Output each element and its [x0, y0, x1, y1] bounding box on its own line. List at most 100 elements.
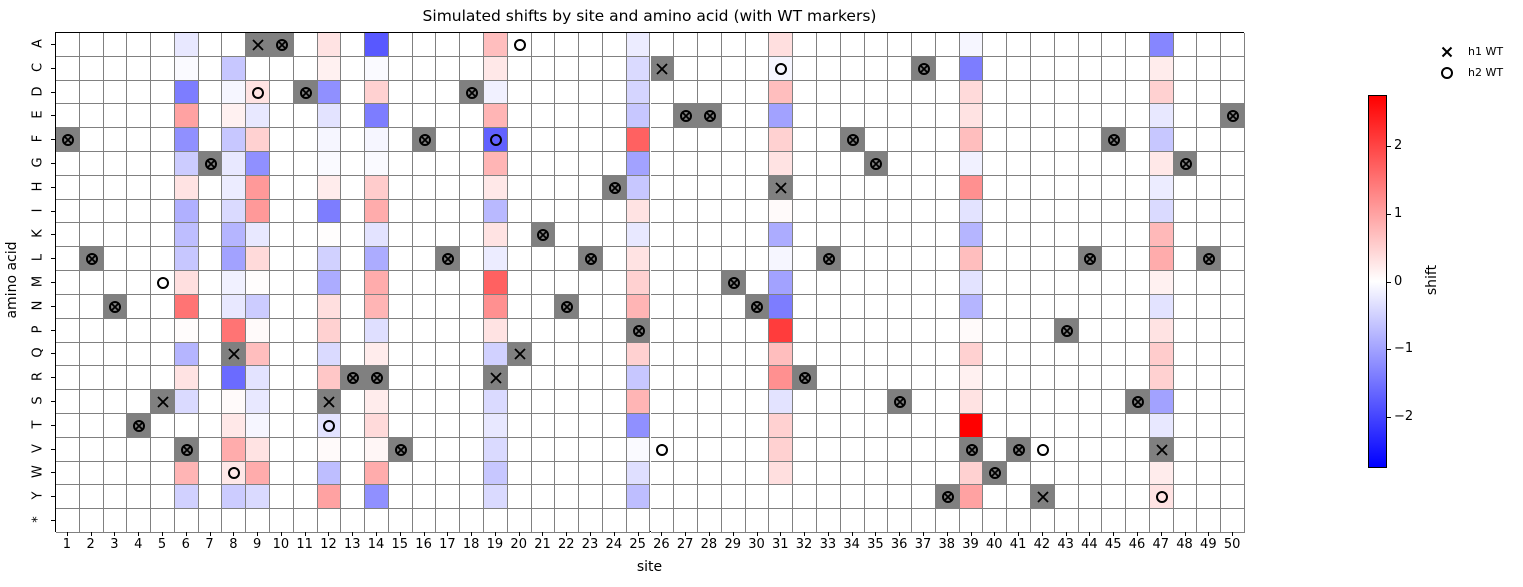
x-axis-label: site	[636, 559, 663, 575]
heatmap-cell	[674, 80, 699, 105]
heatmap-cell	[1102, 461, 1127, 486]
y-tick-label: Q	[30, 347, 46, 359]
heatmap-cell	[793, 390, 817, 414]
heatmap-cell	[769, 390, 794, 414]
heatmap-cell	[864, 318, 889, 343]
x-tick-label: 12	[320, 537, 337, 552]
heatmap-cell	[1197, 366, 1222, 391]
heatmap-cell	[864, 199, 889, 224]
h1-h2-wt-marker	[531, 223, 556, 248]
heatmap-cell	[1126, 294, 1150, 319]
heatmap-cell	[246, 247, 270, 272]
heatmap-cell	[1126, 175, 1150, 200]
heatmap-cell	[555, 485, 580, 510]
heatmap-cell	[745, 485, 770, 510]
heatmap-cell	[412, 152, 437, 176]
heatmap-cell	[270, 366, 294, 391]
y-tick-mark	[51, 258, 55, 260]
heatmap-cell	[983, 342, 1008, 367]
heatmap-cell	[555, 437, 580, 462]
x-tick-label: 8	[229, 537, 238, 552]
heatmap-cell	[1173, 413, 1198, 438]
heatmap-cell	[174, 509, 199, 533]
x-tick-label: 1	[62, 537, 72, 552]
x-tick-label: 9	[252, 537, 262, 552]
heatmap-cell	[1197, 80, 1222, 105]
heatmap-cell	[1078, 366, 1103, 391]
heatmap-cell	[674, 366, 699, 391]
heatmap-cell	[388, 247, 413, 272]
heatmap-cell	[317, 80, 342, 105]
heatmap-cell	[151, 509, 175, 533]
heatmap-cell	[602, 485, 627, 510]
heatmap-cell	[531, 152, 556, 176]
heatmap-cell	[1078, 485, 1103, 510]
heatmap-cell	[270, 461, 294, 486]
heatmap-cell	[174, 366, 199, 391]
heatmap-cell	[317, 152, 342, 176]
heatmap-cell	[1030, 247, 1055, 272]
heatmap-cell	[222, 271, 247, 295]
heatmap-cell	[793, 56, 817, 81]
heatmap-cell	[935, 342, 960, 367]
heatmap-cell	[507, 271, 532, 295]
h1-h2-wt-marker	[412, 128, 437, 153]
heatmap-cell	[56, 413, 80, 438]
heatmap-cell	[151, 271, 175, 295]
heatmap-cell	[531, 80, 556, 105]
heatmap-cell	[222, 223, 247, 248]
heatmap-cell	[912, 104, 936, 129]
heatmap-cell	[840, 318, 865, 343]
heatmap-cell	[412, 80, 437, 105]
heatmap-cell	[1126, 33, 1150, 57]
heatmap-cell	[388, 104, 413, 129]
heatmap-cell	[388, 199, 413, 224]
heatmap-cell	[174, 318, 199, 343]
heatmap-cell	[341, 437, 366, 462]
h1-h2-wt-marker	[341, 366, 366, 391]
heatmap-cell	[983, 366, 1008, 391]
heatmap-cell	[412, 509, 437, 533]
heatmap-cell	[1054, 390, 1079, 414]
h1-wt-marker	[317, 390, 342, 414]
heatmap-cell	[1126, 152, 1150, 176]
circle-marker-icon	[1438, 66, 1456, 80]
heatmap-cell	[174, 413, 199, 438]
x-tick-mark	[994, 532, 996, 536]
heatmap-cell	[460, 366, 485, 391]
heatmap-cell	[484, 271, 508, 295]
heatmap-cell	[317, 247, 342, 272]
heatmap-cell	[1149, 413, 1174, 438]
heatmap-cell	[864, 366, 889, 391]
heatmap-cell	[698, 485, 722, 510]
h1-h2-wt-marker	[959, 437, 984, 462]
heatmap-cell	[1173, 56, 1198, 81]
heatmap-cell	[174, 199, 199, 224]
y-tick-label: F	[30, 134, 46, 143]
heatmap-cell	[650, 247, 675, 272]
heatmap-cell	[436, 271, 461, 295]
y-tick-label: Y	[30, 491, 46, 500]
heatmap-cell	[1054, 461, 1079, 486]
heatmap-cell	[650, 175, 675, 200]
heatmap-cell	[1173, 318, 1198, 343]
heatmap-cell	[1007, 271, 1031, 295]
heatmap-cell	[484, 390, 508, 414]
heatmap-cell	[1102, 413, 1127, 438]
y-tick-mark	[51, 496, 55, 498]
heatmap-cell	[1102, 318, 1127, 343]
heatmap-cell	[103, 366, 128, 391]
h1-wt-marker	[246, 33, 270, 57]
heatmap-cell	[412, 318, 437, 343]
heatmap-cell	[769, 366, 794, 391]
heatmap-cell	[79, 437, 104, 462]
heatmap-cell	[745, 80, 770, 105]
heatmap-cell	[222, 247, 247, 272]
heatmap-cell	[555, 152, 580, 176]
heatmap-cell	[270, 175, 294, 200]
heatmap-cell	[246, 271, 270, 295]
heatmap-cell	[721, 152, 746, 176]
heatmap-cell	[222, 318, 247, 343]
heatmap-cell	[840, 390, 865, 414]
heatmap-cell	[1054, 437, 1079, 462]
